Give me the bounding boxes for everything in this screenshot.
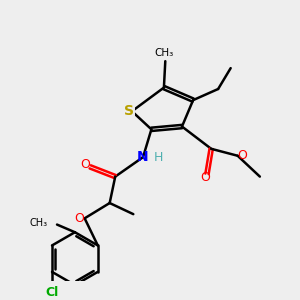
Text: CH₃: CH₃ [154, 48, 173, 59]
Text: S: S [124, 104, 134, 118]
Text: O: O [238, 149, 248, 162]
Text: O: O [80, 158, 90, 171]
Text: O: O [75, 212, 85, 225]
Text: CH₃: CH₃ [30, 218, 48, 228]
Text: N: N [137, 150, 149, 164]
Text: Cl: Cl [45, 286, 58, 299]
Text: O: O [200, 172, 210, 184]
Text: H: H [154, 151, 163, 164]
